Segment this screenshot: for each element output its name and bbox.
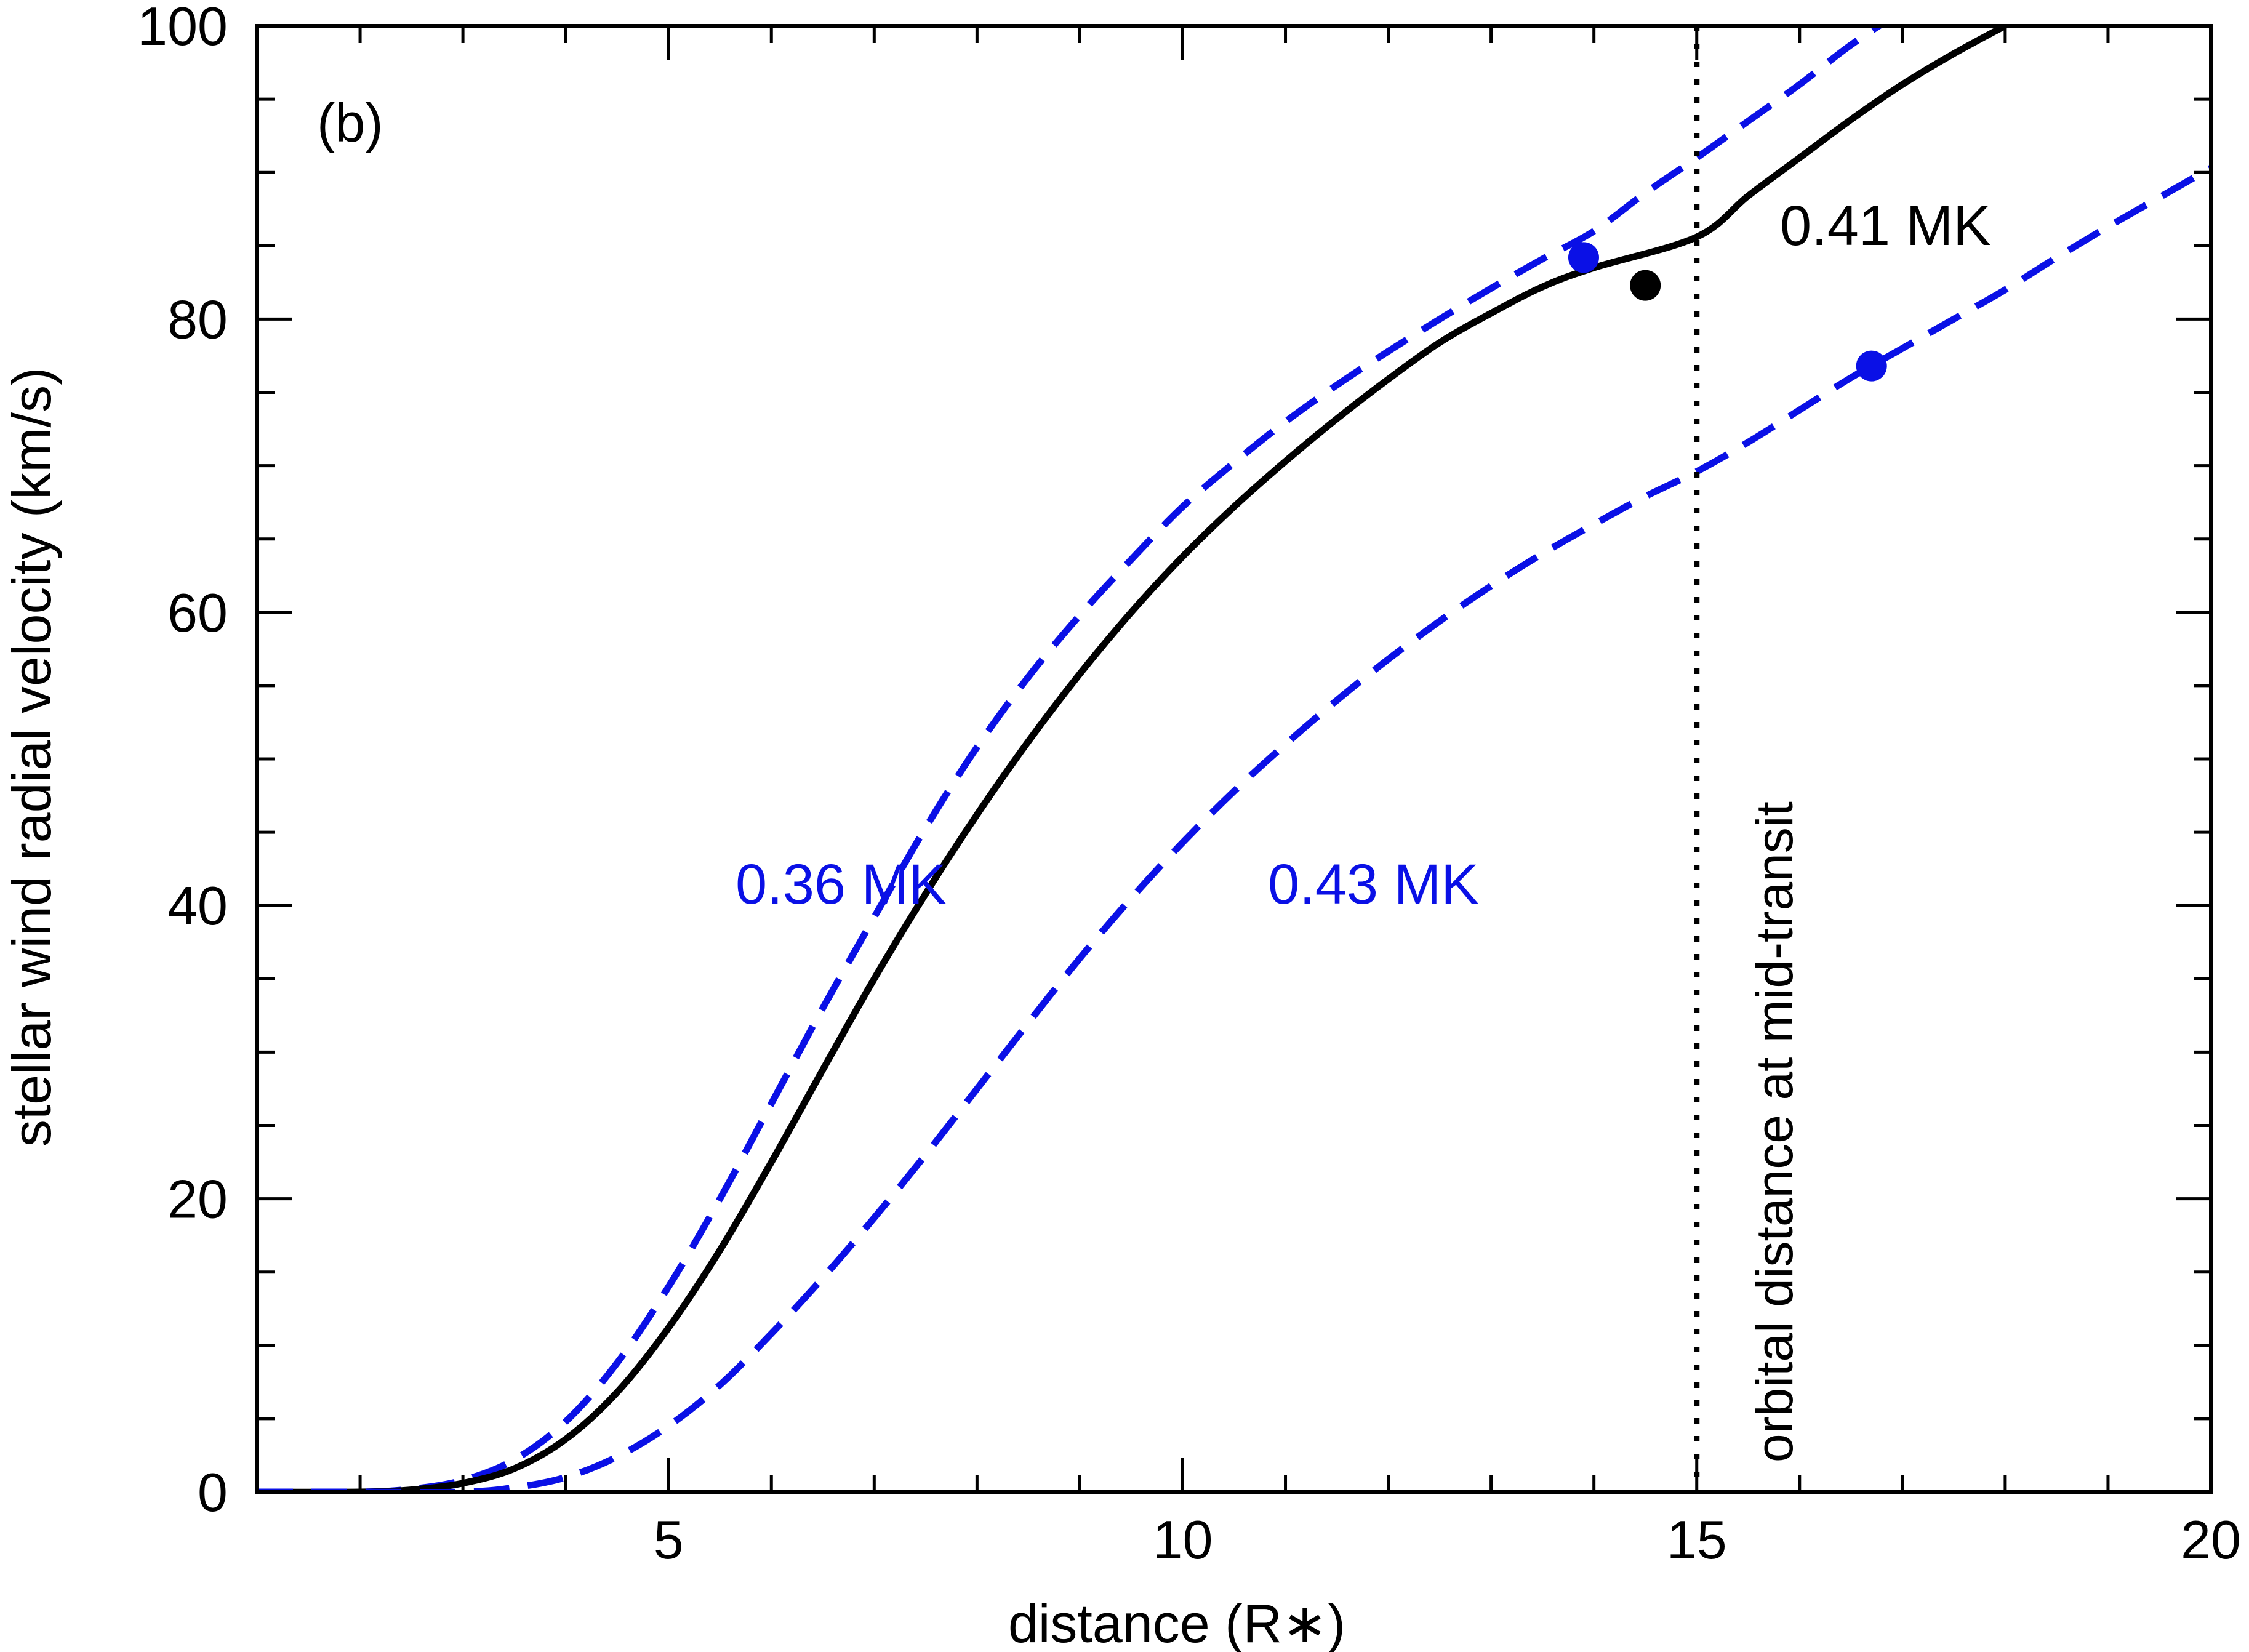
series-line-2: [257, 165, 2211, 1492]
sonic-point-2: [1856, 350, 1887, 382]
y-tick-label-40: 40: [167, 875, 228, 936]
x-tick-label-15: 15: [1667, 1509, 1727, 1570]
series-line-0: [257, 26, 1886, 1492]
sonic-point-1: [1630, 270, 1661, 301]
series-label-043mk: 0.43 MK: [1268, 853, 1479, 916]
series-line-1: [257, 26, 2007, 1492]
sonic-point-0: [1568, 242, 1599, 273]
x-tick-label-5: 5: [654, 1509, 684, 1570]
series-label-036mk: 0.36 MK: [736, 853, 947, 916]
y-tick-label-20: 20: [167, 1169, 228, 1230]
tick-labels: 5 10 15 20 0 20 40 60 80 100: [137, 0, 2241, 1570]
sonic-points: [1568, 242, 1887, 382]
series-label-041mk: 0.41 MK: [1780, 194, 1991, 257]
y-tick-label-60: 60: [167, 582, 228, 643]
panel-label: (b): [317, 92, 383, 153]
y-tick-label-0: 0: [198, 1462, 228, 1523]
x-tick-label-20: 20: [2181, 1509, 2241, 1570]
x-axis-label: distance (R∗): [1008, 1593, 1345, 1652]
series-curves: [257, 26, 2211, 1492]
x-tick-label-10: 10: [1153, 1509, 1213, 1570]
reference-line-label: orbital distance at mid-transit: [1746, 801, 1803, 1462]
y-tick-label-100: 100: [137, 0, 228, 57]
plot-frame: [255, 24, 2213, 1494]
y-axis-label: stellar wind radial velocity (km/s): [1, 367, 62, 1147]
y-tick-label-80: 80: [167, 289, 228, 350]
